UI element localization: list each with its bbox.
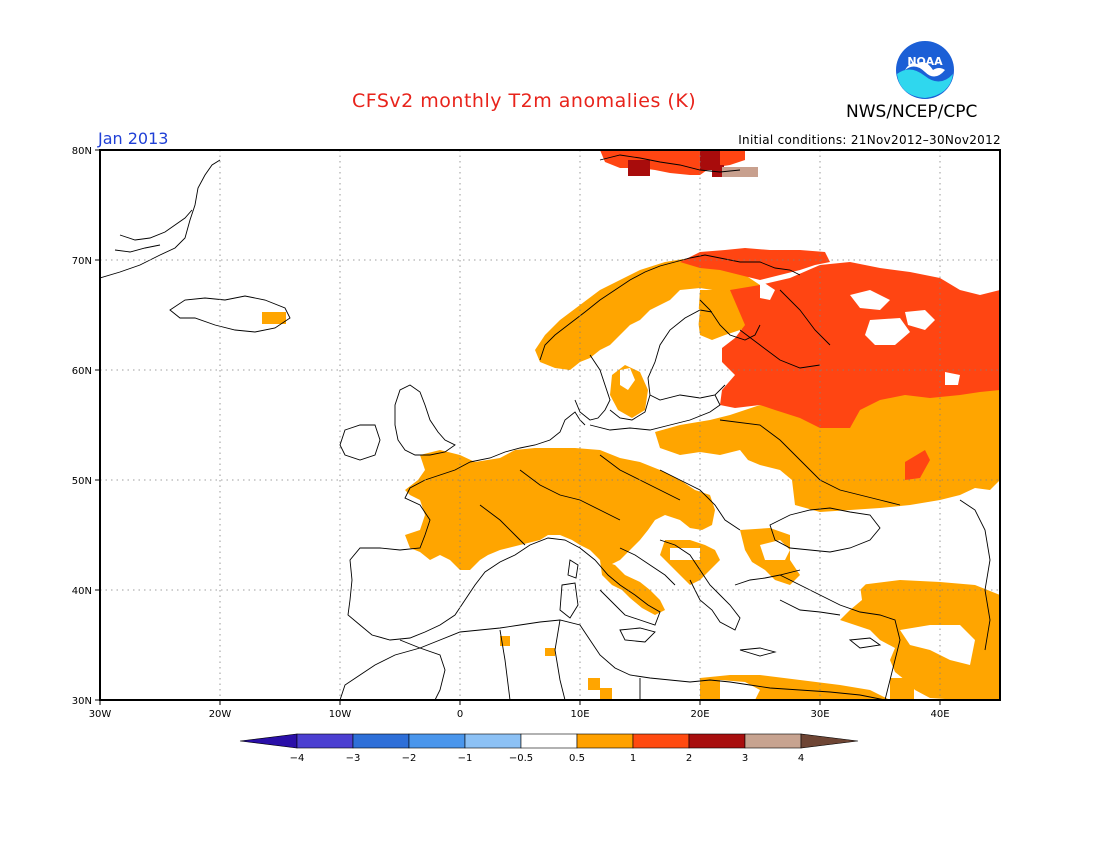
- colorbar-swatch: [688, 733, 746, 749]
- noaa-logo: NOAA: [896, 41, 954, 99]
- map-title: CFSv2 monthly T2m anomalies (K): [352, 90, 697, 112]
- colorbar-swatch: [576, 733, 634, 749]
- colorbar-label: −0.5: [509, 753, 533, 764]
- axis-ticks: [95, 149, 941, 705]
- colorbar-swatch: [744, 733, 802, 749]
- colorbar-swatch: [352, 733, 410, 749]
- colorbar-label: 1: [630, 753, 636, 764]
- colorbar-swatch: [296, 733, 354, 749]
- colorbar-swatch: [520, 733, 578, 749]
- agency-credit: NWS/NCEP/CPC: [846, 102, 978, 122]
- colorbar-label: −2: [402, 753, 417, 764]
- lon-label: 10E: [570, 709, 589, 720]
- graticule: [100, 150, 1000, 700]
- lon-label: 20W: [209, 709, 232, 720]
- colorbar-swatch: [632, 733, 690, 749]
- lat-label: 50N: [72, 476, 92, 487]
- colorbar-label: 3: [742, 753, 748, 764]
- colorbar-label: 4: [798, 753, 804, 764]
- colorbar-label: −4: [290, 753, 305, 764]
- lat-label: 70N: [72, 256, 92, 267]
- forecast-month: Jan 2013: [98, 129, 169, 148]
- lat-label: 30N: [72, 696, 92, 707]
- lat-label: 80N: [72, 146, 92, 157]
- anomaly-shading: [262, 150, 1000, 700]
- lat-label: 60N: [72, 366, 92, 377]
- colorbar-arrow-high: [800, 733, 859, 749]
- colorbar-swatch: [464, 733, 522, 749]
- lon-label: 40E: [930, 709, 949, 720]
- lat-label: 40N: [72, 586, 92, 597]
- svg-text:NOAA: NOAA: [907, 55, 943, 68]
- colorbar-label: 0.5: [569, 753, 585, 764]
- initial-conditions: Initial conditions: 21Nov2012–30Nov2012: [738, 133, 1001, 147]
- longitude-labels: 30W 20W 10W 0 10E 20E 30E 40E: [89, 709, 950, 720]
- lon-label: 10W: [329, 709, 352, 720]
- colorbar-label: 2: [686, 753, 692, 764]
- latitude-labels: 80N 70N 60N 50N 40N 30N: [72, 146, 92, 707]
- colorbar-arrow-low: [239, 733, 298, 749]
- lon-label: 30E: [810, 709, 829, 720]
- coastlines: [100, 154, 991, 700]
- colorbar-label: −3: [346, 753, 361, 764]
- lon-label: 20E: [690, 709, 709, 720]
- colorbar: −4 −3 −2 −1 −0.5 0.5 1 2 3 4: [239, 733, 859, 764]
- map-frame: [99, 149, 1001, 701]
- colorbar-label: −1: [458, 753, 473, 764]
- lon-label: 30W: [89, 709, 112, 720]
- colorbar-swatch: [408, 733, 466, 749]
- lon-label: 0: [457, 709, 463, 720]
